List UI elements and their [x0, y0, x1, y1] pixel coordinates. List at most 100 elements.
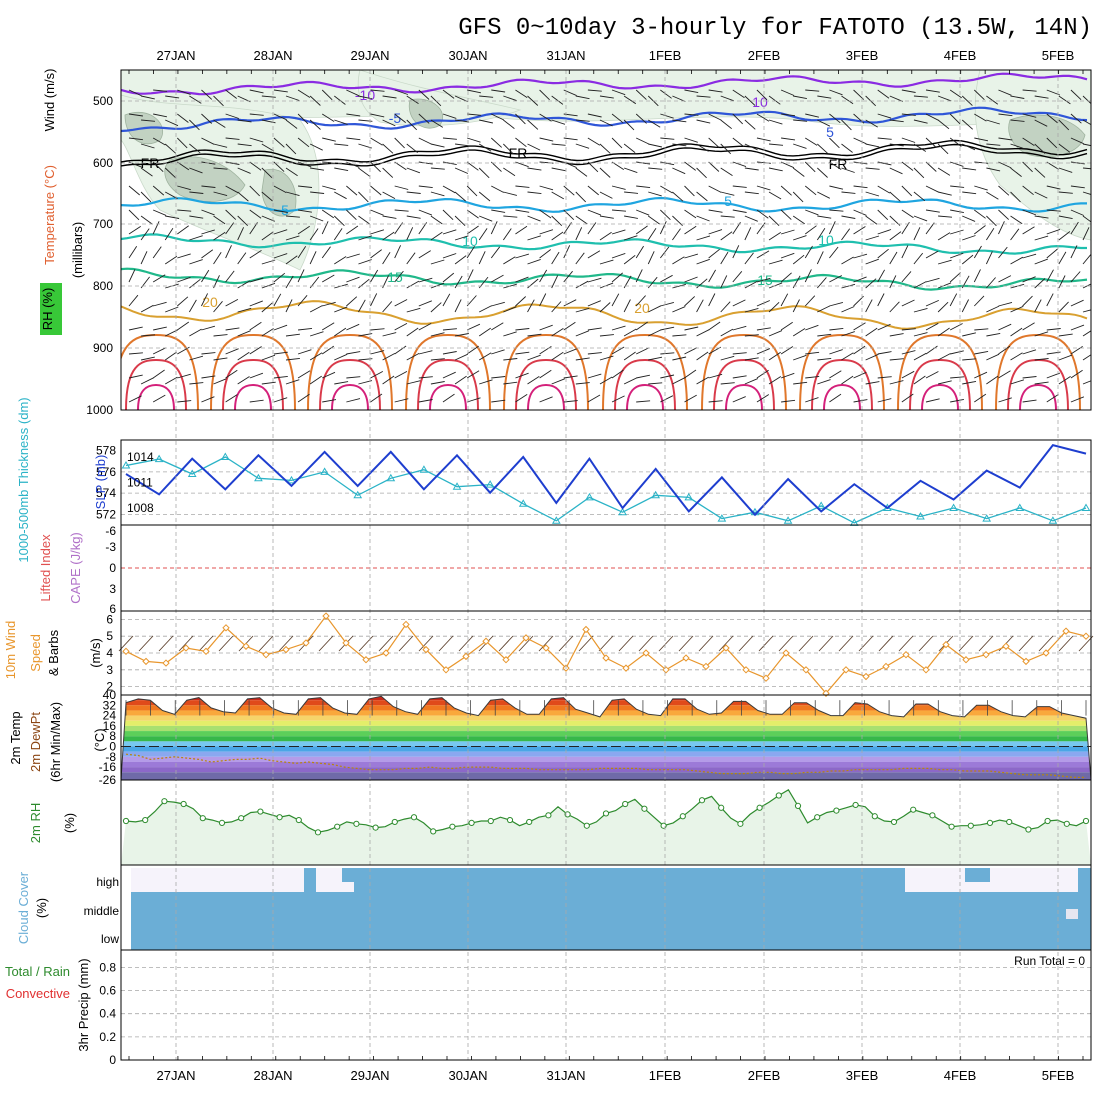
isotherm-label: 10 [752, 94, 768, 110]
wind-barb-10m [138, 635, 154, 652]
wind-barb [732, 185, 747, 188]
wind-barb [708, 400, 723, 403]
thickness-point [254, 473, 263, 482]
wind-barb [974, 185, 988, 191]
wind-barb [853, 276, 867, 283]
wind-tick-label: 4 [106, 646, 113, 660]
wind-barb [394, 270, 404, 283]
wind-barb [611, 113, 624, 124]
wind-barb [684, 394, 697, 403]
temperature-band [121, 715, 1091, 721]
wind-speed-point [422, 645, 430, 654]
wind-barb [165, 376, 178, 385]
wind-barb [720, 143, 732, 155]
wind-barb [744, 281, 758, 289]
wind-barb [575, 330, 589, 337]
wind-barb [1022, 185, 1034, 196]
wind-barb [153, 301, 167, 307]
wind-barb [140, 167, 153, 177]
wind-barb [225, 113, 240, 119]
wind-barb [418, 137, 432, 145]
wind-barb [805, 324, 819, 331]
wind-barb [454, 375, 467, 385]
wind-barb [1058, 119, 1070, 131]
wind-barb [780, 209, 792, 220]
wind-barb-10m [438, 635, 454, 652]
temp-tick-label: -16 [99, 760, 117, 774]
wind-barb [165, 191, 178, 200]
wind-barb [660, 274, 673, 283]
wind-barb [889, 358, 904, 361]
wind-barb [889, 251, 898, 265]
wind-units-axis-title: (m/s) [88, 638, 103, 668]
wind-barb [599, 95, 614, 99]
wind-barb [575, 307, 590, 313]
isotherm-15 [121, 267, 1088, 291]
wind-barb [672, 167, 686, 175]
wind-barb [816, 277, 827, 289]
wind-barb [430, 332, 445, 337]
wind-barb [370, 393, 383, 403]
wind-barb [189, 119, 200, 131]
cloud-level-label: high [96, 875, 119, 889]
wind-barb [249, 321, 262, 331]
wind-barb [442, 185, 456, 194]
wind-barb [913, 332, 928, 337]
wind-barb [1070, 324, 1085, 331]
wind-barb [225, 89, 237, 99]
wind-barb-10m [678, 635, 694, 652]
wind-barb [297, 370, 311, 379]
wind-barb [539, 369, 552, 379]
wind-barb [346, 376, 361, 379]
wind-barb [1070, 369, 1083, 379]
wind-barb [793, 354, 807, 361]
wind-speed-point [502, 656, 510, 664]
wind-barb [865, 167, 880, 170]
wind-barb [189, 215, 204, 219]
wind-barb [189, 191, 204, 194]
wind-barb [1058, 191, 1073, 194]
wind-barb [575, 252, 585, 265]
wind-barb [853, 371, 867, 379]
wind-barb [913, 307, 928, 313]
rh-point [698, 797, 706, 804]
wind-tick-label: 2 [106, 680, 113, 694]
wind-barb [877, 269, 885, 283]
wind-barbs-axis-title: & Barbs [46, 629, 61, 676]
wind-barb [937, 95, 952, 102]
temperature-axis-title: Temperature (°C) [42, 165, 57, 265]
wind-barb [225, 209, 237, 220]
wind-barb [285, 235, 300, 241]
wind-barb [382, 215, 397, 219]
wind-barb [322, 185, 336, 191]
wind-barb [551, 301, 562, 313]
wind-barb [273, 161, 285, 172]
wind-barb [1010, 256, 1024, 265]
wind-barb [164, 351, 177, 361]
wind-speed-point [222, 624, 230, 632]
warm-isotherm-loop [626, 383, 664, 410]
wind-barb [624, 191, 639, 194]
wind-barb [841, 143, 853, 153]
wind-barb [309, 251, 317, 265]
wind-barb [273, 375, 288, 379]
wind-barb [925, 398, 940, 403]
wind-barb [297, 225, 310, 235]
wind-barb [140, 251, 148, 265]
warm-isotherm-loop [405, 333, 491, 410]
rh-point [372, 824, 379, 831]
wind-barb [744, 252, 754, 265]
wind-barb [152, 221, 160, 235]
wind-barb [660, 352, 675, 355]
wind-barb [949, 113, 961, 125]
isotherm-label: 10 [818, 232, 834, 248]
wind-barb [817, 95, 832, 99]
wind-barb [877, 229, 892, 235]
wind-barb [684, 89, 699, 94]
wind-barb [817, 119, 831, 127]
wind-barb [937, 167, 951, 176]
wind-barb [1046, 293, 1054, 307]
wind-barb [780, 252, 795, 259]
date-label-top: 1FEB [649, 48, 682, 63]
